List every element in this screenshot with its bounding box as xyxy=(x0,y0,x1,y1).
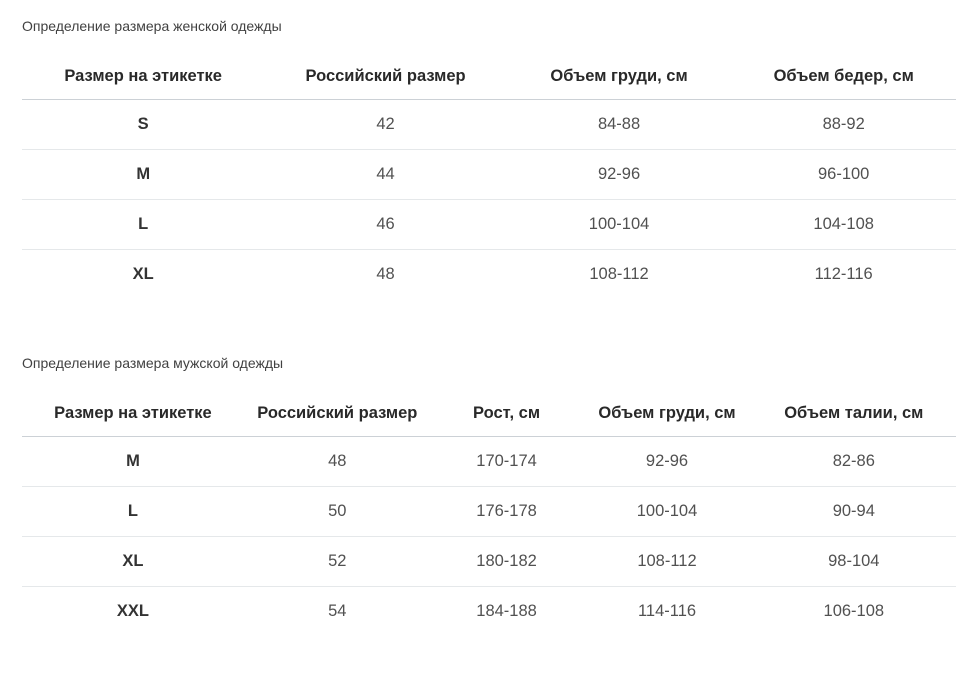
table-cell: 48 xyxy=(376,265,395,283)
table-cell: 176-178 xyxy=(430,486,583,537)
table-cell: 48 xyxy=(243,436,431,487)
women-column-header-hips: Объем бедер, см xyxy=(731,56,956,100)
women-column-header-chest: Объем груди, см xyxy=(506,56,732,100)
women-sizes-section: Определение размера женской одежды Разме… xyxy=(22,16,956,299)
women-section-title: Определение размера женской одежды xyxy=(22,18,282,34)
table-cell: 180-182 xyxy=(430,536,583,587)
table-cell: 96-100 xyxy=(731,149,956,200)
men-column-header-waist: Объем талии, см xyxy=(751,393,956,437)
women-table-row: XL 48 108-112 112-116 xyxy=(22,250,956,300)
men-column-header-russian-size: Российский размер xyxy=(243,393,431,437)
size-label-cell: S xyxy=(22,99,265,150)
men-sizes-table: Размер на этикетке Российский размер Рос… xyxy=(22,393,956,636)
size-label-cell: XL xyxy=(132,265,154,283)
table-cell: 90-94 xyxy=(751,486,956,537)
table-cell: 84-88 xyxy=(506,99,732,150)
table-cell: 170-174 xyxy=(430,436,583,487)
table-cell: 108-112 xyxy=(589,265,649,283)
women-table-body: S 42 84-88 88-92 M 44 92-96 96-100 L 46 … xyxy=(22,99,956,300)
women-table-head: Размер на этикетке Российский размер Объ… xyxy=(22,56,956,100)
table-cell: 54 xyxy=(328,602,347,620)
men-column-header-label-size: Размер на этикетке xyxy=(22,393,244,437)
table-cell: 88-92 xyxy=(731,99,956,150)
men-table-row: XL 52 180-182 108-112 98-104 xyxy=(22,536,956,587)
men-table-row: M 48 170-174 92-96 82-86 xyxy=(22,436,956,487)
table-cell: 42 xyxy=(264,99,507,150)
men-sizes-section: Определение размера мужской одежды Разме… xyxy=(22,353,956,636)
women-header-row: Размер на этикетке Российский размер Объ… xyxy=(22,56,956,100)
table-cell: 112-116 xyxy=(814,265,873,283)
table-cell: 82-86 xyxy=(751,436,956,487)
table-cell: 184-188 xyxy=(476,602,537,620)
table-cell: 114-116 xyxy=(637,602,697,620)
size-label-cell: M xyxy=(22,149,265,200)
size-label-cell: XL xyxy=(22,536,244,587)
table-cell: 46 xyxy=(264,199,507,250)
men-table-row: L 50 176-178 100-104 90-94 xyxy=(22,486,956,537)
table-cell: 52 xyxy=(243,536,431,587)
table-cell: 108-112 xyxy=(582,536,752,587)
men-column-header-height: Рост, см xyxy=(430,393,583,437)
women-table-row: L 46 100-104 104-108 xyxy=(22,199,956,250)
men-section-title: Определение размера мужской одежды xyxy=(22,355,284,371)
men-column-header-chest: Объем груди, см xyxy=(582,393,752,437)
table-cell: 92-96 xyxy=(506,149,732,200)
table-cell: 106-108 xyxy=(823,602,885,620)
size-label-cell: L xyxy=(22,486,244,537)
men-table-row: XXL 54 184-188 114-116 106-108 xyxy=(22,587,956,637)
table-cell: 92-96 xyxy=(582,436,752,487)
women-column-header-russian-size: Российский размер xyxy=(264,56,507,100)
women-sizes-table: Размер на этикетке Российский размер Объ… xyxy=(22,56,956,299)
women-table-row: M 44 92-96 96-100 xyxy=(22,149,956,200)
size-label-cell: L xyxy=(22,199,265,250)
men-table-head: Размер на этикетке Российский размер Рос… xyxy=(22,393,956,437)
table-cell: 44 xyxy=(264,149,507,200)
table-cell: 50 xyxy=(243,486,431,537)
table-cell: 98-104 xyxy=(751,536,956,587)
size-label-cell: XXL xyxy=(116,602,149,620)
table-cell: 100-104 xyxy=(582,486,752,537)
table-cell: 100-104 xyxy=(506,199,732,250)
table-cell: 104-108 xyxy=(731,199,956,250)
women-table-row: S 42 84-88 88-92 xyxy=(22,99,956,150)
men-table-body: M 48 170-174 92-96 82-86 L 50 176-178 10… xyxy=(22,436,956,637)
size-label-cell: M xyxy=(22,436,244,487)
men-header-row: Размер на этикетке Российский размер Рос… xyxy=(22,393,956,437)
women-column-header-label-size: Размер на этикетке xyxy=(22,56,265,100)
